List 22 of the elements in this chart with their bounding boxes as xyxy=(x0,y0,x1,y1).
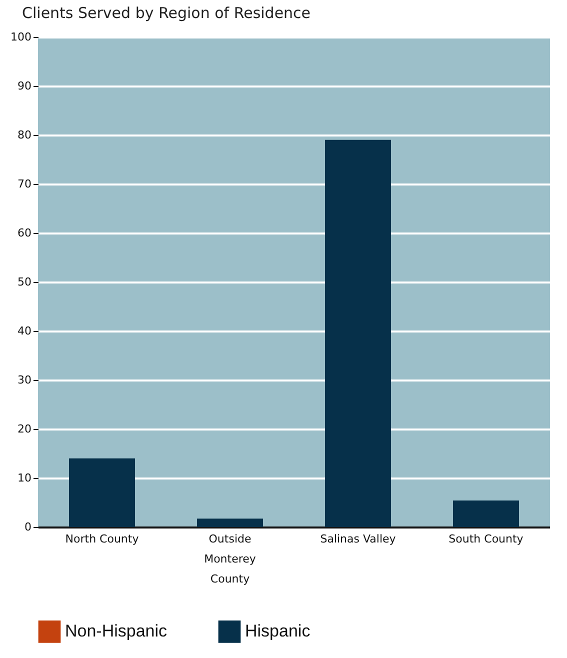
y-tick-label: 60 xyxy=(18,226,32,240)
y-tick-label: 30 xyxy=(18,374,32,386)
y-tick-label: 20 xyxy=(18,422,32,436)
y-tick-label: 10 xyxy=(18,472,32,484)
y-tick-label: 70 xyxy=(18,178,32,190)
y-tick-label: 0 xyxy=(24,520,32,534)
y-tick-label: 50 xyxy=(18,276,32,288)
x-tick-label: North County xyxy=(65,532,140,546)
legend-label: Non-Hispanic xyxy=(65,622,168,641)
bar xyxy=(69,458,135,527)
x-tick-label: Outside Monterey County xyxy=(204,532,256,586)
chart-title: Clients Served by Region of Residence xyxy=(22,4,311,22)
bar xyxy=(453,500,519,527)
bar xyxy=(325,140,391,527)
bar xyxy=(197,518,263,527)
legend-label: Hispanic xyxy=(245,622,311,641)
x-tick-label: Salinas Valley xyxy=(320,532,396,546)
y-tick-label: 80 xyxy=(18,128,32,142)
y-tick-label: 40 xyxy=(18,324,32,338)
x-tick-label: South County xyxy=(448,532,524,546)
y-tick-label: 90 xyxy=(18,80,32,92)
y-tick-label: 100 xyxy=(10,30,32,44)
